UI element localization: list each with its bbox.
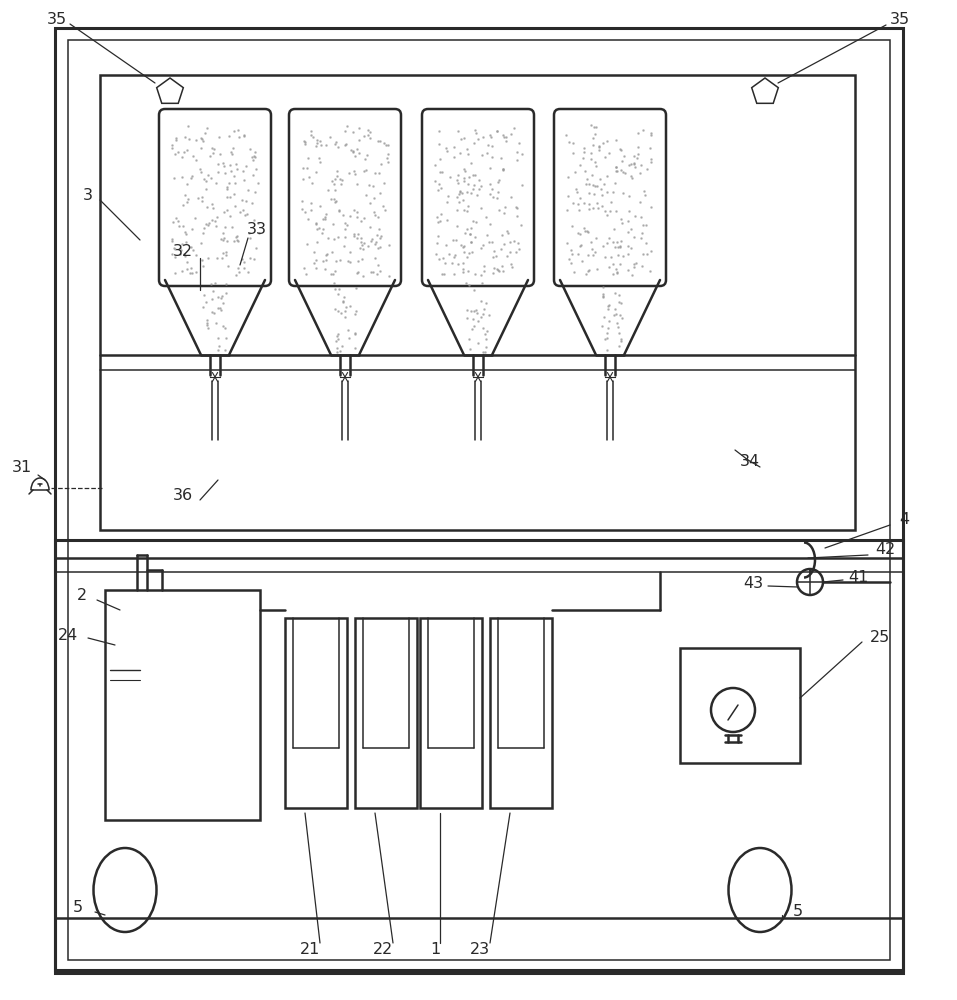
Bar bbox=[490, 618, 552, 808]
Bar bbox=[100, 75, 855, 530]
Text: 2: 2 bbox=[77, 588, 87, 603]
Bar bbox=[55, 28, 903, 973]
Text: 23: 23 bbox=[470, 942, 490, 958]
Text: 22: 22 bbox=[373, 942, 393, 958]
Text: 34: 34 bbox=[740, 454, 760, 470]
Text: 33: 33 bbox=[247, 223, 267, 237]
Text: 42: 42 bbox=[875, 542, 895, 558]
Text: 5: 5 bbox=[73, 900, 83, 916]
Text: 24: 24 bbox=[57, 628, 78, 643]
Bar bbox=[68, 40, 890, 960]
Bar bbox=[680, 648, 800, 763]
Text: 35: 35 bbox=[890, 12, 910, 27]
Text: 35: 35 bbox=[47, 12, 67, 27]
Text: 4: 4 bbox=[899, 512, 909, 528]
Text: 31: 31 bbox=[11, 460, 33, 476]
Bar bbox=[55, 540, 903, 970]
Text: 32: 32 bbox=[173, 244, 193, 259]
Text: 25: 25 bbox=[870, 631, 890, 646]
Bar bbox=[285, 618, 347, 808]
Bar bbox=[355, 618, 417, 808]
Text: 21: 21 bbox=[300, 942, 321, 958]
Text: 41: 41 bbox=[848, 570, 868, 584]
Text: 3: 3 bbox=[83, 188, 93, 202]
Text: 5: 5 bbox=[793, 904, 803, 920]
Bar bbox=[105, 590, 260, 820]
Text: 43: 43 bbox=[743, 576, 763, 590]
Text: 36: 36 bbox=[173, 488, 193, 502]
Bar bbox=[420, 618, 482, 808]
Text: 1: 1 bbox=[430, 942, 440, 958]
